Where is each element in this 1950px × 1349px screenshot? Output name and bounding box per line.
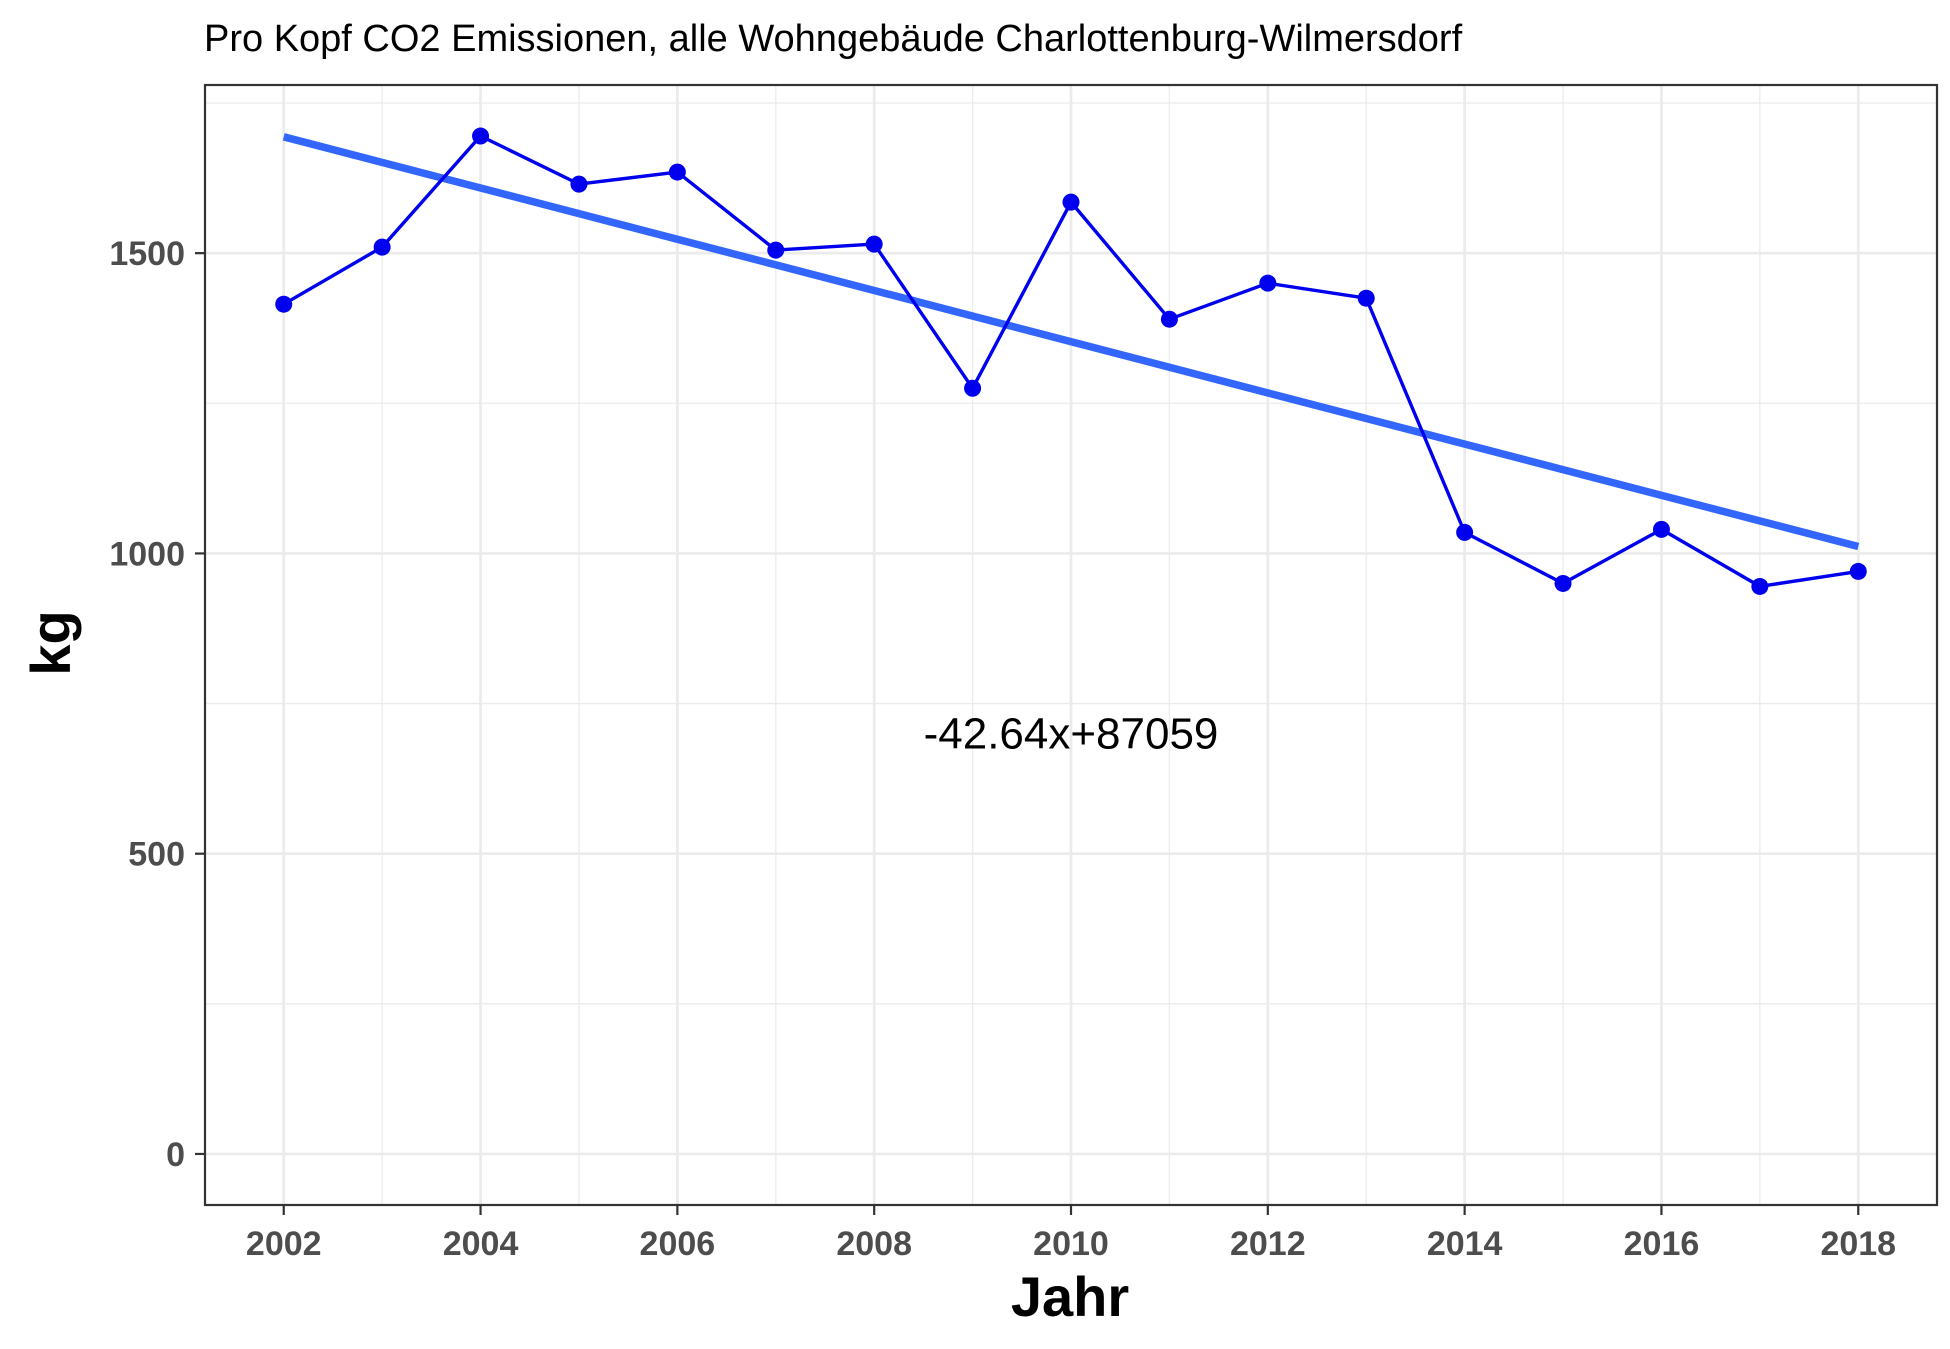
x-tick-label: 2018: [1820, 1225, 1896, 1263]
data-point: [865, 235, 883, 253]
trendline-layer: [282, 133, 1860, 551]
data-point: [373, 238, 391, 256]
series-layer: [275, 127, 1867, 595]
x-axis-title: Jahr: [1011, 1265, 1129, 1328]
data-point: [767, 241, 785, 259]
data-point: [1259, 274, 1277, 292]
data-point: [1554, 574, 1572, 592]
x-tick-label: 2008: [836, 1225, 912, 1263]
data-point: [1062, 193, 1080, 211]
x-axis: 2002 2004 2006 2008 2010 2012 2014 2016 2018: [246, 1205, 1896, 1263]
x-tick-label: 2014: [1427, 1225, 1503, 1263]
x-tick-label: 2016: [1624, 1225, 1700, 1263]
x-tick-label: 2012: [1230, 1225, 1306, 1263]
trend-line: [282, 133, 1860, 551]
data-point: [1160, 310, 1178, 328]
data-point: [1849, 562, 1867, 580]
x-tick-label: 2010: [1033, 1225, 1109, 1263]
data-point: [1456, 523, 1474, 541]
y-tick-label: 1000: [109, 535, 185, 573]
chart-title: Pro Kopf CO2 Emissionen, alle Wohngebäud…: [204, 18, 1463, 60]
data-point: [1652, 520, 1670, 538]
data-point: [1751, 577, 1769, 595]
y-tick-label: 500: [128, 836, 185, 874]
data-point: [1357, 289, 1375, 307]
y-axis: 0 500 1000 1500: [109, 235, 205, 1174]
y-axis-title: kg: [19, 610, 82, 675]
data-point: [668, 163, 686, 181]
data-point: [275, 295, 293, 313]
data-point: [472, 127, 490, 145]
data-point: [570, 175, 588, 193]
x-tick-label: 2002: [246, 1225, 322, 1263]
x-tick-label: 2004: [443, 1225, 519, 1263]
regression-equation: -42.64x+87059: [924, 710, 1219, 759]
data-point: [964, 379, 982, 397]
x-tick-label: 2006: [640, 1225, 716, 1263]
grid-major: [205, 85, 1937, 1205]
y-tick-label: 0: [166, 1136, 185, 1174]
y-tick-label: 1500: [109, 235, 185, 273]
